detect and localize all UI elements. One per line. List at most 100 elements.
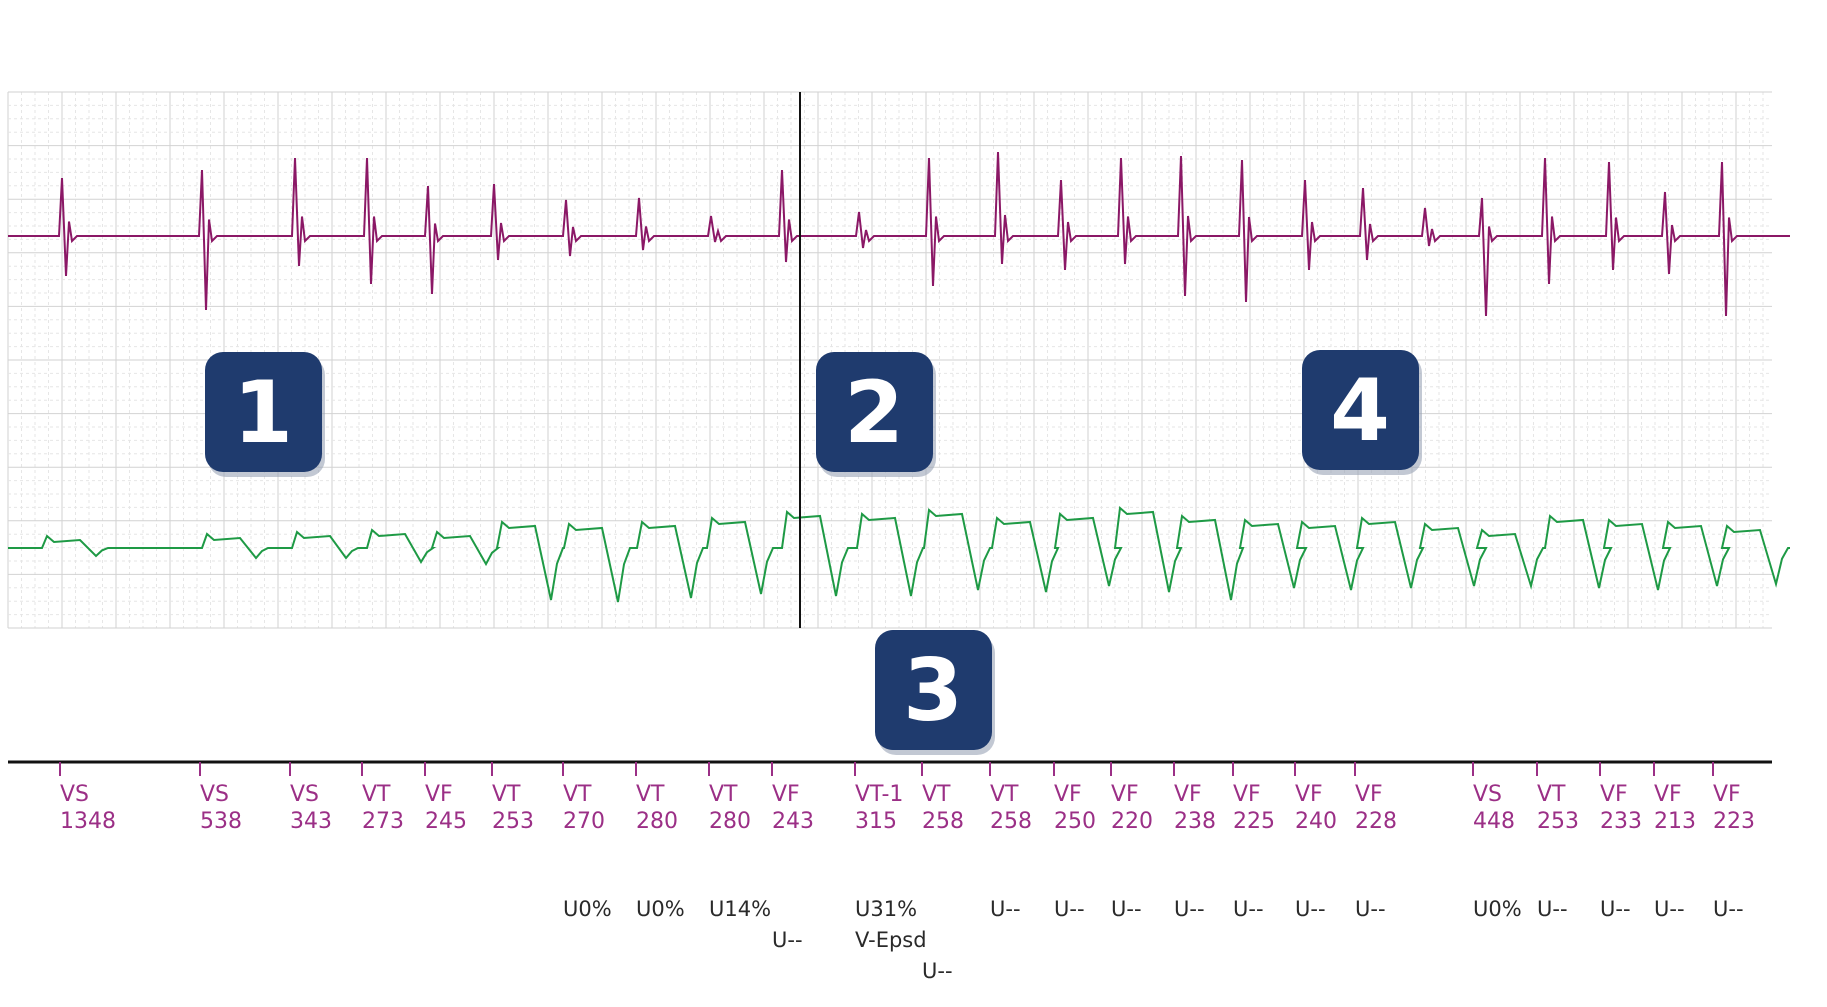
marker-detail-label: U0% bbox=[636, 897, 685, 921]
annotation-badge: 4 bbox=[1302, 350, 1422, 475]
marker-detail-label: U-- bbox=[1713, 897, 1744, 921]
marker-type-label: VT bbox=[990, 782, 1019, 807]
marker-channel: VS1348VS538VS343VT273VF245VT253VT270U0%V… bbox=[59, 762, 1755, 983]
marker-interval-label: 273 bbox=[362, 809, 404, 834]
marker-interval-label: 233 bbox=[1600, 809, 1642, 834]
marker-detail-label: U-- bbox=[990, 897, 1021, 921]
marker-detail-label: U-- bbox=[1355, 897, 1386, 921]
marker-interval-label: 240 bbox=[1295, 809, 1337, 834]
marker-type-label: VT bbox=[922, 782, 951, 807]
annotation-badges: 1 2 3 4 bbox=[205, 350, 1422, 755]
marker-interval-label: 280 bbox=[709, 809, 751, 834]
marker-detail-label: U-- bbox=[1295, 897, 1326, 921]
marker-type-label: VS bbox=[60, 782, 89, 807]
marker-detail-label: U0% bbox=[1473, 897, 1522, 921]
badge-number: 4 bbox=[1330, 361, 1390, 461]
badge-number: 2 bbox=[844, 363, 904, 463]
marker-type-label: VF bbox=[1111, 782, 1139, 807]
badge-number: 3 bbox=[903, 641, 963, 741]
marker-interval-label: 213 bbox=[1654, 809, 1696, 834]
marker-type-label: VF bbox=[1295, 782, 1323, 807]
marker-interval-label: 1348 bbox=[60, 809, 116, 834]
marker-interval-label: 245 bbox=[425, 809, 467, 834]
marker-detail-label: U31% bbox=[855, 897, 917, 921]
marker-type-label: VT bbox=[563, 782, 592, 807]
marker-type-label: VT bbox=[492, 782, 521, 807]
marker-type-label: VT bbox=[362, 782, 391, 807]
marker-interval-label: 315 bbox=[855, 809, 897, 834]
marker-interval-label: 270 bbox=[563, 809, 605, 834]
marker-interval-label: 280 bbox=[636, 809, 678, 834]
marker-interval-label: 253 bbox=[492, 809, 534, 834]
marker-detail-label: U-- bbox=[922, 959, 953, 983]
marker-detail-label: U-- bbox=[772, 928, 803, 952]
marker-detail-label: U-- bbox=[1174, 897, 1205, 921]
ecg-grid bbox=[7, 91, 1772, 629]
marker-interval-label: 250 bbox=[1054, 809, 1096, 834]
marker-type-label: VF bbox=[1713, 782, 1741, 807]
marker-detail-label: U-- bbox=[1233, 897, 1264, 921]
marker-type-label: VT bbox=[709, 782, 738, 807]
marker-type-label: VF bbox=[1233, 782, 1261, 807]
marker-type-label: VF bbox=[772, 782, 800, 807]
marker-interval-label: 448 bbox=[1473, 809, 1515, 834]
marker-detail-label: U14% bbox=[709, 897, 771, 921]
annotation-badge: 3 bbox=[875, 630, 995, 755]
marker-type-label: VT bbox=[636, 782, 665, 807]
marker-type-label: VF bbox=[425, 782, 453, 807]
marker-type-label: VT-1 bbox=[855, 782, 903, 807]
marker-detail-label: V-Epsd bbox=[855, 928, 927, 952]
marker-interval-label: 243 bbox=[772, 809, 814, 834]
marker-interval-label: 220 bbox=[1111, 809, 1153, 834]
marker-type-label: VF bbox=[1355, 782, 1383, 807]
marker-type-label: VS bbox=[200, 782, 229, 807]
marker-type-label: VS bbox=[1473, 782, 1502, 807]
marker-type-label: VF bbox=[1654, 782, 1682, 807]
marker-detail-label: U0% bbox=[563, 897, 612, 921]
marker-interval-label: 258 bbox=[922, 809, 964, 834]
badge-number: 1 bbox=[233, 363, 293, 463]
far-field-egm-trace bbox=[8, 506, 1790, 603]
marker-interval-label: 225 bbox=[1233, 809, 1275, 834]
marker-detail-label: U-- bbox=[1600, 897, 1631, 921]
annotation-badge: 2 bbox=[816, 352, 936, 477]
marker-interval-label: 223 bbox=[1713, 809, 1755, 834]
marker-detail-label: U-- bbox=[1054, 897, 1085, 921]
marker-detail-label: U-- bbox=[1111, 897, 1142, 921]
marker-interval-label: 258 bbox=[990, 809, 1032, 834]
marker-detail-label: U-- bbox=[1537, 897, 1568, 921]
marker-interval-label: 343 bbox=[290, 809, 332, 834]
marker-interval-label: 228 bbox=[1355, 809, 1397, 834]
marker-interval-label: 253 bbox=[1537, 809, 1579, 834]
marker-type-label: VF bbox=[1600, 782, 1628, 807]
annotation-badge: 1 bbox=[205, 352, 325, 477]
marker-type-label: VT bbox=[1537, 782, 1566, 807]
marker-detail-label: U-- bbox=[1654, 897, 1685, 921]
marker-type-label: VS bbox=[290, 782, 319, 807]
marker-type-label: VF bbox=[1174, 782, 1202, 807]
near-field-egm-trace bbox=[8, 151, 1790, 317]
marker-type-label: VF bbox=[1054, 782, 1082, 807]
